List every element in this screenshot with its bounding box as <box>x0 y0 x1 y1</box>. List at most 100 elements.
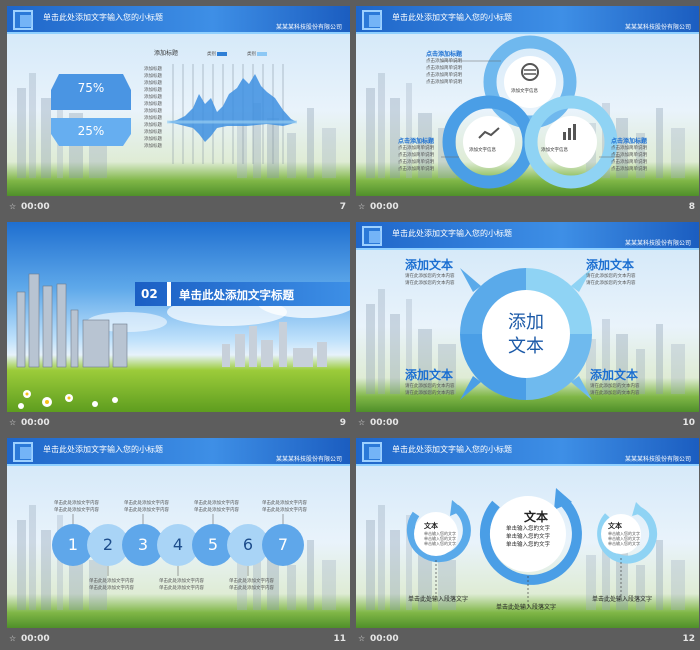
legend-item-label: 类别 <box>247 52 256 57</box>
slide-number: 12 <box>682 634 695 644</box>
step-circle: 6 <box>227 524 269 566</box>
header-title: 单击此处添加文字输入您的小标题 <box>43 445 163 454</box>
cycle-line: 单击输入您的文字 <box>424 541 456 546</box>
block-desc: 点击添加简单说明 <box>426 59 462 64</box>
corner-title: 添加文本 <box>590 368 639 382</box>
play-icon[interactable]: ☆ <box>358 634 366 643</box>
corner-block-bottom-right: 添加文本 请在此添加您的文本内容 请在此添加您的文本内容 <box>590 366 640 397</box>
slide-meta: ☆ 00:00 8 <box>356 200 699 216</box>
step-desc-top: 单击此处添加文字内容 单击此处添加文字内容 <box>262 500 307 514</box>
center-text-1: 添加 <box>508 312 544 333</box>
header-square-icon <box>369 15 381 27</box>
slide-header: 单击此处添加文字输入您的小标题 某某某科技股份有限公司 <box>356 438 699 464</box>
step-desc: 单击此处添加文字内容 <box>54 508 99 513</box>
step-desc: 单击此处添加文字内容 <box>262 501 307 506</box>
slide-number: 9 <box>339 418 346 428</box>
numbered-circles: 1 2 3 4 5 6 7 <box>52 524 312 568</box>
step-desc: 单击此处添加文字内容 <box>229 586 274 591</box>
cycle-line: 单击输入您的文字 <box>506 542 551 548</box>
circle-label: 添加文字信息 <box>541 148 568 153</box>
legend-title: 添加标题 <box>154 50 179 57</box>
play-icon[interactable]: ☆ <box>358 418 366 427</box>
play-icon[interactable]: ☆ <box>358 202 366 211</box>
legend-item-2: 类别 <box>247 51 268 58</box>
header-company: 某某某科技股份有限公司 <box>624 24 691 31</box>
slide-meta: ☆ 00:00 12 <box>356 632 699 648</box>
cycle-caption: 单击此处输入段落文字 <box>592 596 653 603</box>
cycle-line: 单击输入您的文字 <box>506 526 551 532</box>
percent-top: 75% <box>77 81 105 95</box>
row-label: 添加标题 <box>144 95 162 100</box>
slide-thumbnail-11[interactable]: 单击此处添加文字输入您的小标题 某某某科技股份有限公司 1 2 3 4 5 6 … <box>7 438 350 650</box>
step-desc-top: 单击此处添加文字内容 单击此处添加文字内容 <box>54 500 99 514</box>
row-label: 添加标题 <box>144 81 162 86</box>
step-desc-bottom: 单击此处添加文字内容 单击此处添加文字内容 <box>229 578 274 592</box>
step-desc: 单击此处添加文字内容 <box>194 508 239 513</box>
block-desc: 点击添加简单说明 <box>611 146 647 151</box>
slide-time: 00:00 <box>21 418 50 428</box>
header-square-icon <box>369 231 381 243</box>
corner-desc: 请在此添加您的文本内容 <box>405 274 455 279</box>
slide-number: 10 <box>682 418 695 428</box>
play-icon[interactable]: ☆ <box>9 202 17 211</box>
header-title: 单击此处添加文字输入您的小标题 <box>392 13 512 22</box>
cycle-line: 单击输入您的文字 <box>608 541 640 546</box>
block-desc: 点击添加简单说明 <box>611 153 647 158</box>
step-desc: 单击此处添加文字内容 <box>54 501 99 506</box>
cycle-caption: 单击此处输入段落文字 <box>496 604 557 611</box>
slide-time: 00:00 <box>370 634 399 644</box>
corner-desc: 请在此添加您的文本内容 <box>590 391 640 396</box>
slide-meta: ☆ 00:00 7 <box>7 200 350 216</box>
corner-desc: 请在此添加您的文本内容 <box>405 281 455 286</box>
slide-number: 7 <box>339 202 346 212</box>
slide-canvas: 单击此处添加文字输入您的小标题 某某某科技股份有限公司 75% 25% 添加标题… <box>7 6 350 196</box>
connector-lines <box>72 514 284 576</box>
center-text-2: 文本 <box>508 336 544 357</box>
row-label: 添加标题 <box>144 130 162 135</box>
slide-canvas: 02 单击此处添加文字标题 <box>7 222 350 412</box>
percent-bottom: 25% <box>77 124 105 138</box>
step-desc: 单击此处添加文字内容 <box>89 586 134 591</box>
header-title: 单击此处添加文字输入您的小标题 <box>392 229 512 238</box>
slide-thumbnail-7[interactable]: 单击此处添加文字输入您的小标题 某某某科技股份有限公司 75% 25% 添加标题… <box>7 6 350 218</box>
step-desc: 单击此处添加文字内容 <box>262 508 307 513</box>
block-desc: 点击添加简单说明 <box>398 167 434 172</box>
block-desc: 点击添加简单说明 <box>611 167 647 172</box>
slide-thumbnail-9[interactable]: 02 单击此处添加文字标题 ☆ 00:00 9 <box>7 222 350 434</box>
cycle-line: 单击输入您的文字 <box>608 536 640 541</box>
play-icon[interactable]: ☆ <box>9 634 17 643</box>
slide-thumbnail-12[interactable]: 单击此处添加文字输入您的小标题 某某某科技股份有限公司 文本 单击输入您的文字 … <box>356 438 699 650</box>
corner-title: 添加文本 <box>405 368 454 382</box>
section-badge: 02 <box>141 287 158 301</box>
row-label: 添加标题 <box>144 137 162 142</box>
cycle-line: 单击输入您的文字 <box>424 531 456 536</box>
four-petal-diagram <box>460 268 592 400</box>
header-square-icon <box>20 15 32 27</box>
row-label: 添加标题 <box>144 116 162 121</box>
legend-swatch-light <box>257 51 268 56</box>
corner-desc: 请在此添加您的文本内容 <box>586 274 636 279</box>
cycle-line: 单击输入您的文字 <box>424 536 456 541</box>
play-icon[interactable]: ☆ <box>9 418 17 427</box>
step-desc-bottom: 单击此处添加文字内容 单击此处添加文字内容 <box>159 578 204 592</box>
circle-label: 添加文字信息 <box>511 89 538 94</box>
header-square-icon <box>20 447 32 459</box>
step-circle: 3 <box>122 524 164 566</box>
badge-divider <box>167 282 171 306</box>
cycle-center: 文本 单击输入您的文字 单击输入您的文字 单击输入您的文字 <box>506 508 566 549</box>
text-block-bottom-right: 点击添加标题 点击添加简单说明 点击添加简单说明 点击添加简单说明 点击添加简单… <box>611 138 647 173</box>
step-desc-top: 单击此处添加文字内容 单击此处添加文字内容 <box>124 500 169 514</box>
slide-time: 00:00 <box>370 202 399 212</box>
block-desc: 点击添加简单说明 <box>426 73 462 78</box>
area-wave-graphic <box>167 64 297 164</box>
step-desc: 单击此处添加文字内容 <box>194 501 239 506</box>
header-divider <box>356 248 699 250</box>
cycle-title: 文本 <box>608 522 622 530</box>
slide-header: 单击此处添加文字输入您的小标题 某某某科技股份有限公司 <box>356 222 699 248</box>
step-desc-bottom: 单击此处添加文字内容 单击此处添加文字内容 <box>89 578 134 592</box>
block-heading: 点击添加标题 <box>398 138 435 145</box>
slide-thumbnail-8[interactable]: 单击此处添加文字输入您的小标题 某某某科技股份有限公司 添加文字信息 添加文字信… <box>356 6 699 218</box>
slide-canvas: 单击此处添加文字输入您的小标题 某某某科技股份有限公司 文本 单击输入您的文字 … <box>356 438 699 628</box>
three-ring-diagram <box>441 35 621 189</box>
slide-thumbnail-10[interactable]: 单击此处添加文字输入您的小标题 某某某科技股份有限公司 添加 文本 添加文本 请… <box>356 222 699 434</box>
